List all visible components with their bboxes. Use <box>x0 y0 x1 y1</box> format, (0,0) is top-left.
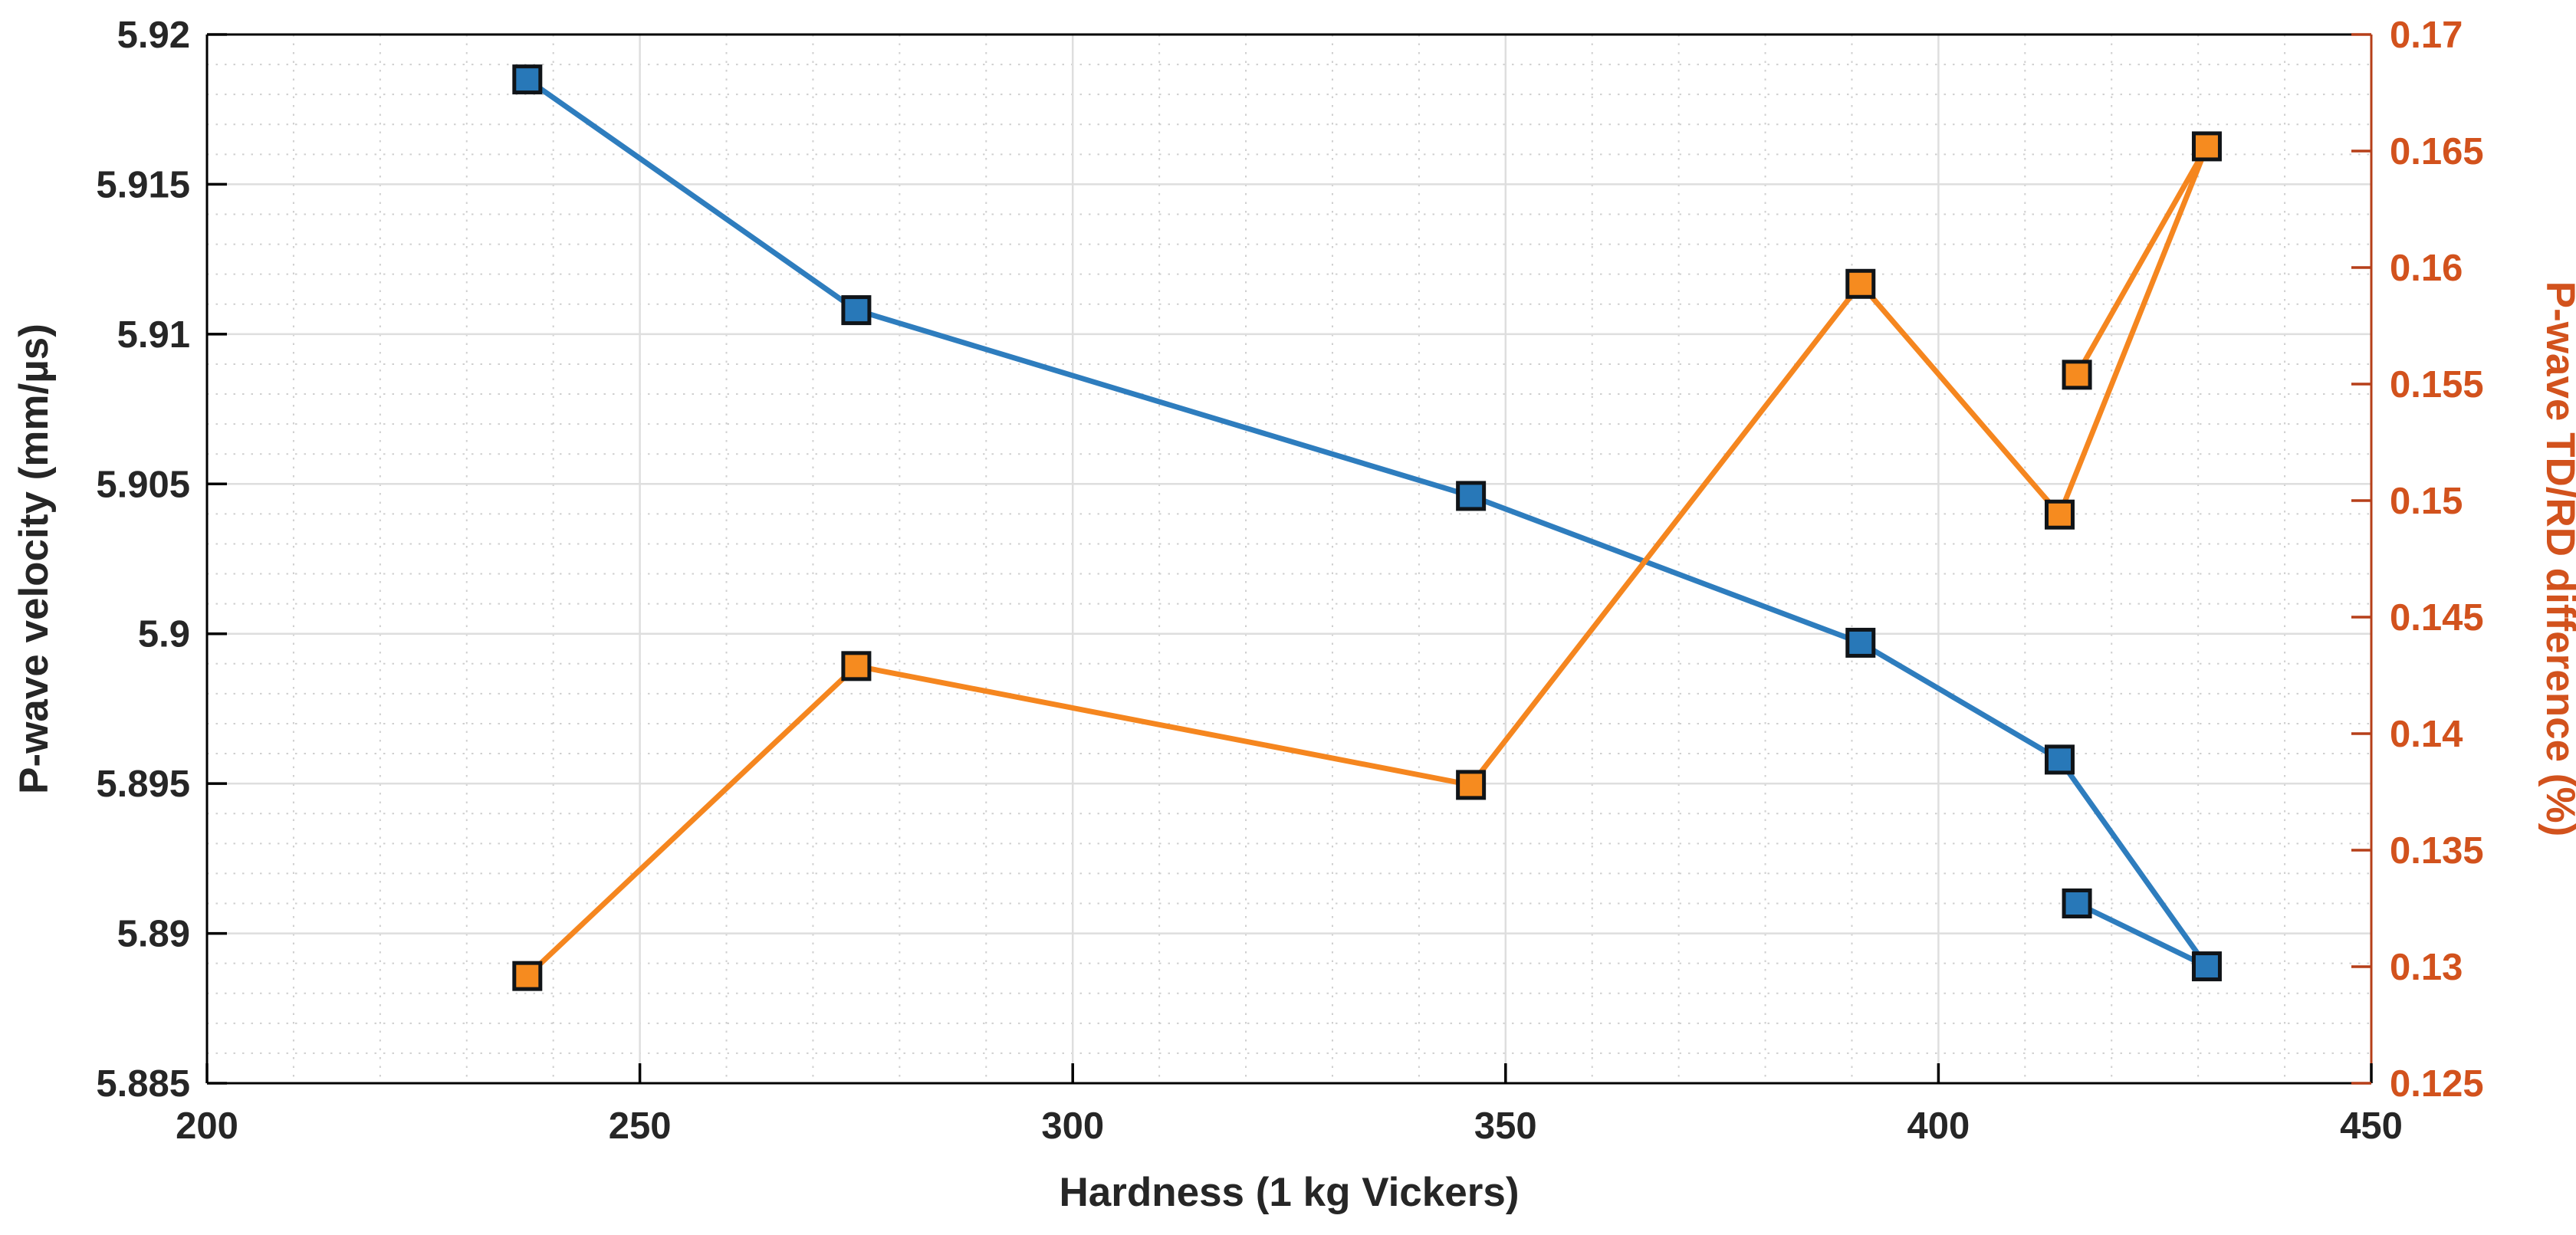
y-left-axis-label: P-wave velocity (mm/µs) <box>12 324 57 794</box>
y-left-tick-label: 5.885 <box>96 1063 190 1105</box>
y-right-axis-label: P-wave TD/RD difference (%) <box>2538 281 2576 836</box>
y-left-tick-label: 5.92 <box>117 15 190 56</box>
y-right-tick-label: 0.135 <box>2390 830 2484 872</box>
x-tick-label: 300 <box>1041 1105 1104 1147</box>
y-right-tick-label: 0.17 <box>2390 15 2463 56</box>
y-right-tick-label: 0.155 <box>2390 364 2484 406</box>
data-point-marker-p-wave-td-rd-difference <box>2062 360 2092 390</box>
y-right-tick-label: 0.145 <box>2390 597 2484 639</box>
data-point-marker-p-wave-velocity <box>2062 888 2092 918</box>
y-right-tick-label: 0.13 <box>2390 947 2463 988</box>
y-left-tick-label: 5.895 <box>96 764 190 805</box>
data-point-marker-p-wave-td-rd-difference <box>841 651 872 682</box>
data-point-marker-p-wave-velocity <box>512 64 543 95</box>
data-point-marker-p-wave-velocity <box>1845 627 1876 658</box>
data-point-marker-p-wave-td-rd-difference <box>1845 268 1876 299</box>
y-right-tick-label: 0.165 <box>2390 131 2484 172</box>
y-left-tick-label: 5.9 <box>138 614 190 655</box>
y-right-tick-label: 0.16 <box>2390 248 2463 289</box>
x-tick-label: 350 <box>1474 1105 1537 1147</box>
data-point-marker-p-wave-velocity <box>2191 951 2222 982</box>
x-tick-label: 400 <box>1907 1105 1970 1147</box>
data-point-marker-p-wave-velocity <box>1456 481 1487 511</box>
data-point-marker-p-wave-td-rd-difference <box>1456 770 1487 800</box>
y-left-tick-label: 5.91 <box>117 314 190 356</box>
y-right-tick-label: 0.125 <box>2390 1063 2484 1105</box>
data-point-marker-p-wave-td-rd-difference <box>2191 131 2222 162</box>
y-right-tick-label: 0.14 <box>2390 714 2463 755</box>
x-tick-label: 200 <box>176 1105 238 1147</box>
data-point-marker-p-wave-velocity <box>841 295 872 326</box>
data-point-marker-p-wave-velocity <box>2044 744 2075 775</box>
y-left-tick-label: 5.915 <box>96 164 190 205</box>
y-left-tick-label: 5.89 <box>117 914 190 955</box>
x-axis-label: Hardness (1 kg Vickers) <box>1059 1170 1519 1215</box>
x-tick-label: 450 <box>2340 1105 2403 1147</box>
data-point-marker-p-wave-td-rd-difference <box>512 961 543 991</box>
y-left-tick-label: 5.905 <box>96 464 190 505</box>
y-right-tick-label: 0.15 <box>2390 481 2463 522</box>
x-tick-label: 250 <box>609 1105 672 1147</box>
data-point-marker-p-wave-td-rd-difference <box>2044 499 2075 530</box>
